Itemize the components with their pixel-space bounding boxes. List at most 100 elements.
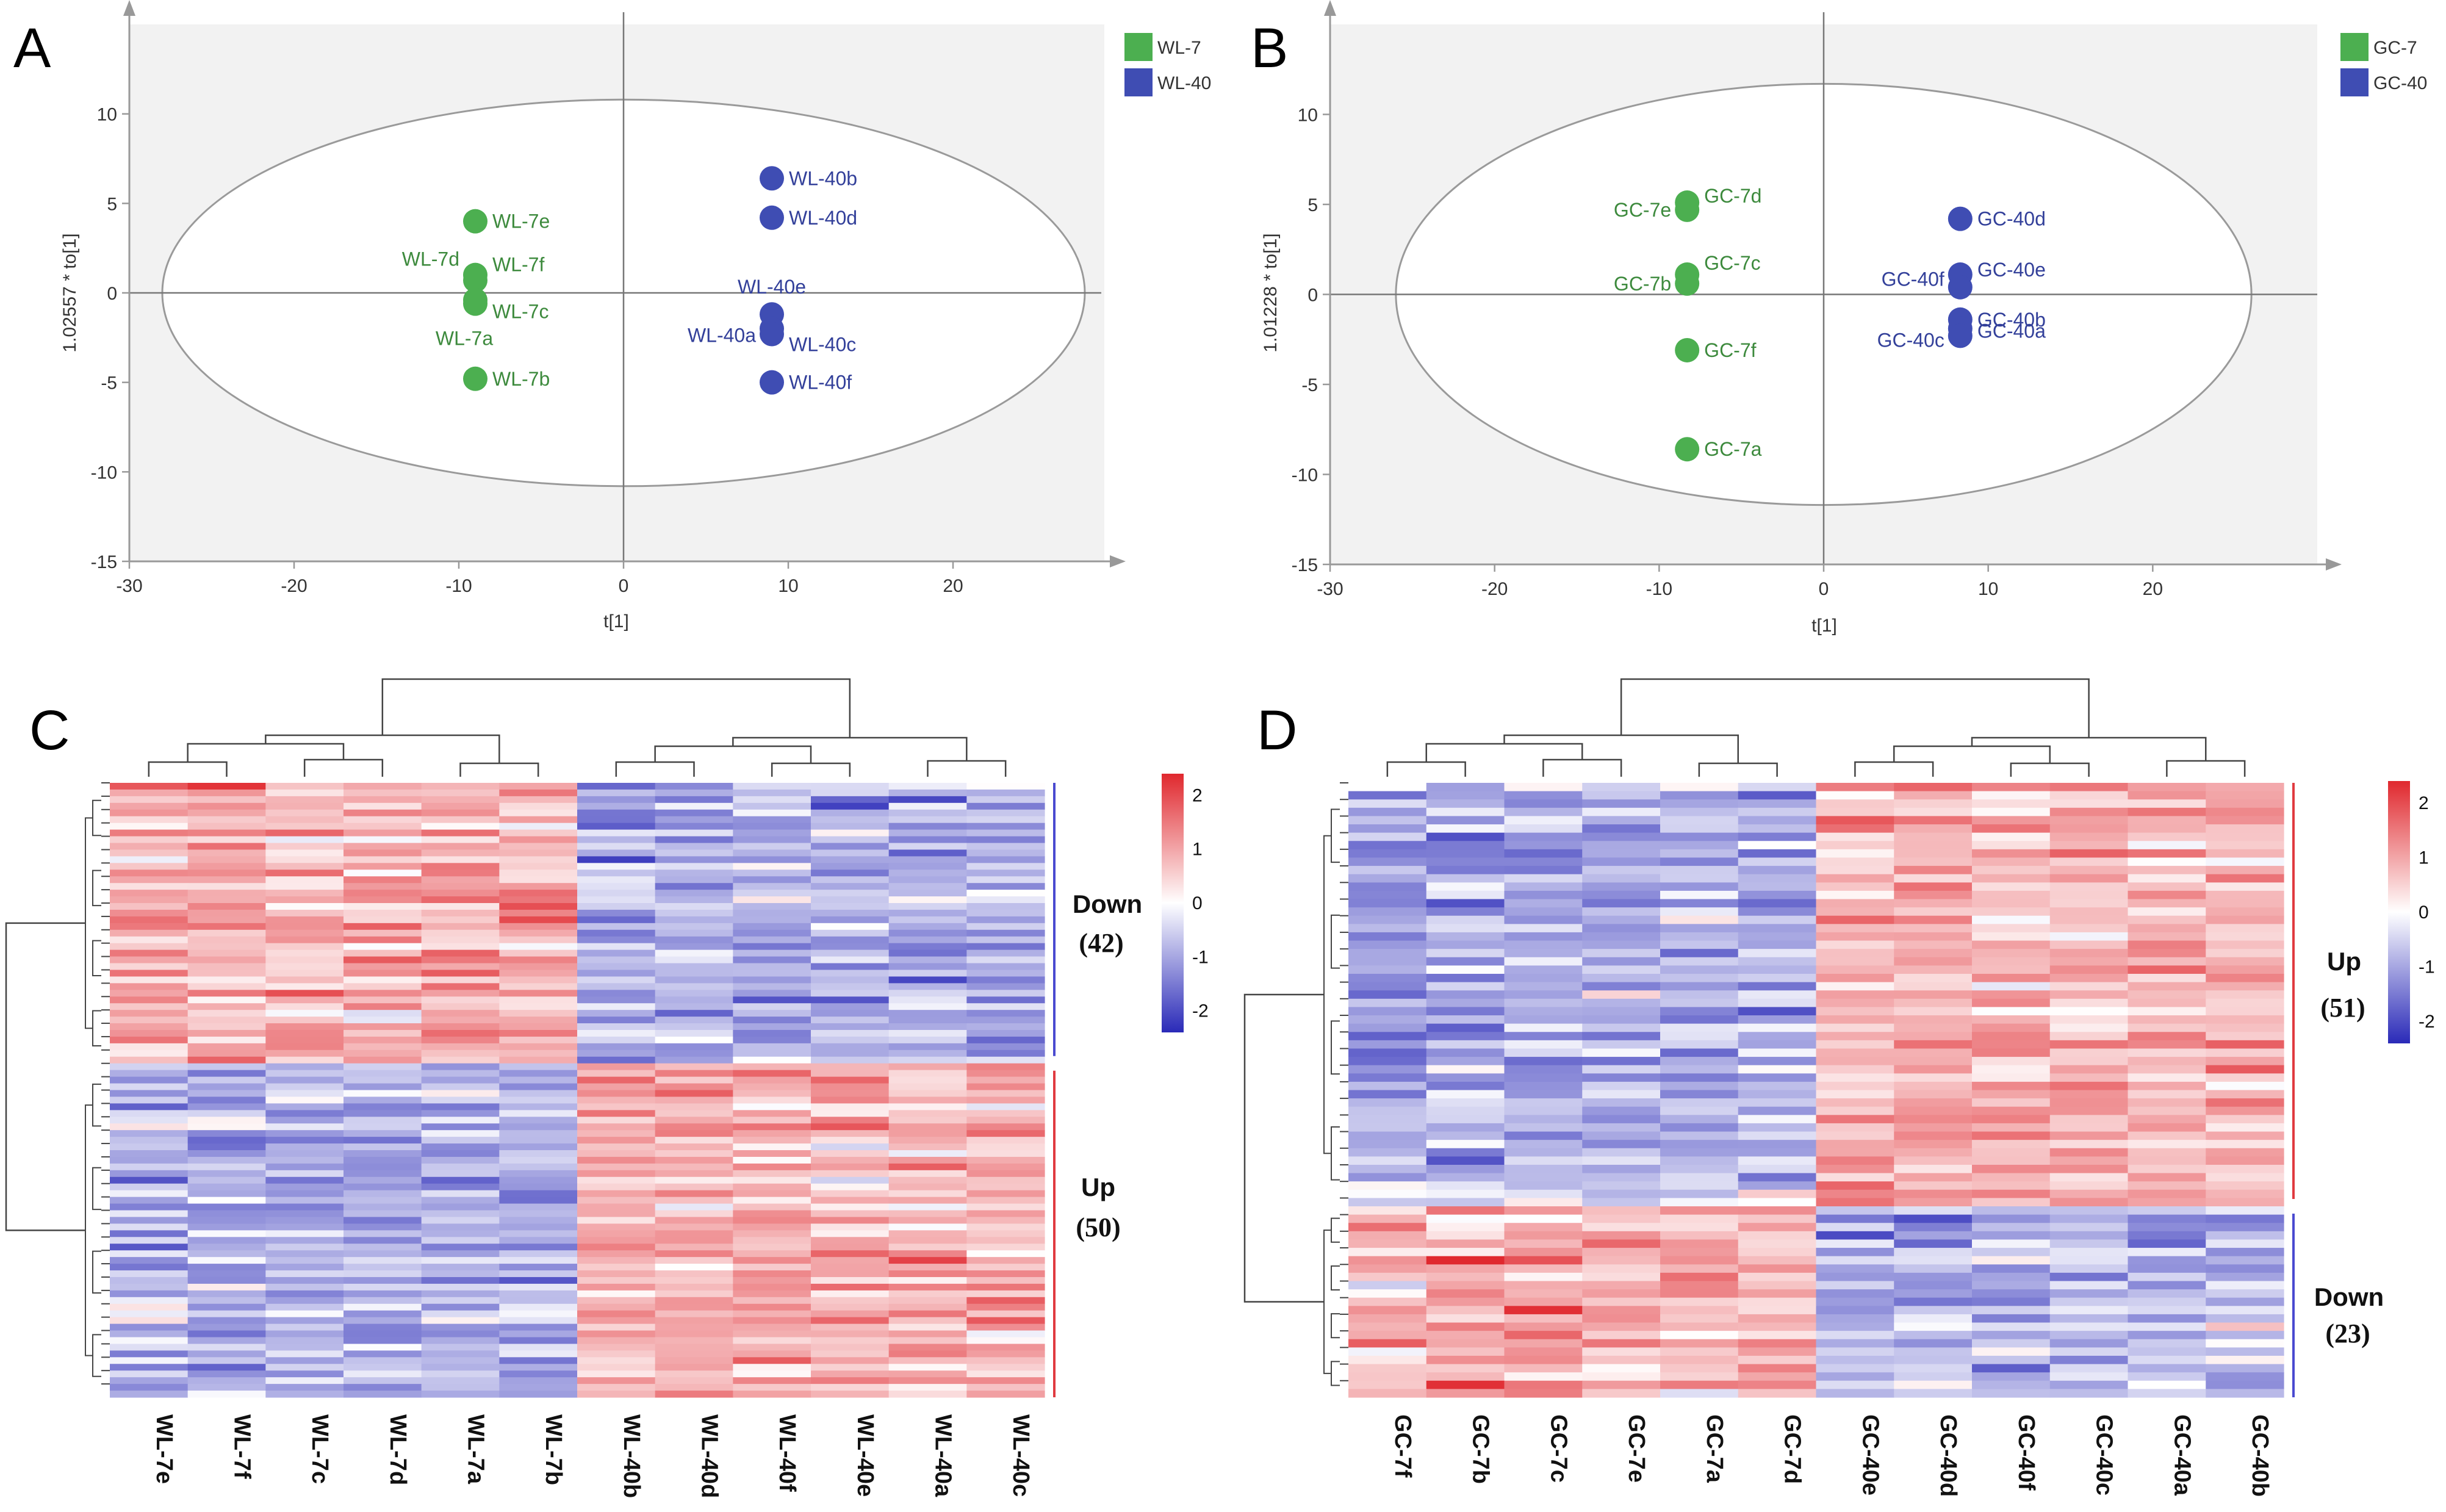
heatmap-cell xyxy=(344,1117,422,1124)
heatmap-cell xyxy=(733,1283,811,1291)
heatmap-cell xyxy=(577,1010,656,1017)
heatmap-cell xyxy=(187,1357,266,1364)
heatmap-cell xyxy=(421,1063,500,1071)
heatmap-cell xyxy=(966,970,1045,977)
heatmap-cell xyxy=(344,843,422,851)
heatmap-cell xyxy=(1582,1115,1661,1124)
heatmap-cell xyxy=(811,929,890,937)
heatmap-cell xyxy=(2128,874,2206,883)
heatmap-cell xyxy=(2128,1206,2206,1215)
heatmap-cell xyxy=(1426,1148,1505,1157)
heatmap-cell xyxy=(577,1223,656,1231)
heatmap-cell xyxy=(1816,841,1894,850)
heatmap-cell xyxy=(811,796,890,804)
heatmap-cell xyxy=(811,1303,890,1311)
heatmap-cell xyxy=(1582,949,1661,958)
heatmap-cell xyxy=(577,849,656,857)
heatmap-cell xyxy=(577,1237,656,1244)
heatmap-cell xyxy=(811,863,890,870)
heatmap-cell xyxy=(1348,866,1427,875)
dendrogram-branch xyxy=(1243,993,1324,1303)
heatmap-cell xyxy=(421,1310,500,1318)
heatmap-cell xyxy=(110,1270,189,1278)
heatmap-cell xyxy=(577,1337,656,1345)
point-label: GC-40e xyxy=(1977,259,2046,281)
heatmap-cell xyxy=(1816,1081,1894,1091)
heatmap-cell xyxy=(1972,1248,2051,1257)
heatmap-cell xyxy=(888,1317,967,1325)
heatmap-cell xyxy=(1738,940,1817,949)
heatmap-cell xyxy=(733,996,811,1004)
heatmap-cell xyxy=(421,1096,500,1104)
heatmap-cell xyxy=(1348,973,1427,983)
heatmap-cell xyxy=(499,1317,578,1325)
heatmap-cell xyxy=(1504,1339,1583,1348)
heatmap-cell xyxy=(187,829,266,837)
heatmap-cell xyxy=(888,1230,967,1237)
y-tick-label: 10 xyxy=(1298,106,1318,126)
heatmap-cell xyxy=(499,1049,578,1057)
heatmap-cell xyxy=(2206,990,2284,999)
heatmap-cell xyxy=(655,949,733,957)
heatmap-cell xyxy=(187,1043,266,1051)
heatmap-cell xyxy=(577,809,656,817)
dendrogram-branch xyxy=(92,1334,101,1377)
heatmap-cell xyxy=(110,916,189,924)
heatmap-cell xyxy=(811,909,890,917)
heatmap-cell xyxy=(577,876,656,884)
heatmap-cell xyxy=(499,823,578,830)
heatmap-cell xyxy=(421,963,500,971)
heatmap-cell xyxy=(811,1163,890,1171)
heatmap-cell xyxy=(1972,824,2051,833)
heatmap-cell xyxy=(1738,1306,1817,1315)
heatmap-cell xyxy=(733,1384,811,1391)
dendrogram-branch xyxy=(771,762,851,777)
heatmap-cell xyxy=(966,1150,1045,1157)
heatmap-cell xyxy=(1816,1289,1894,1298)
heatmap-cell xyxy=(1426,783,1505,792)
heatmap-cell xyxy=(499,963,578,971)
heatmap-cell xyxy=(1426,1090,1505,1099)
heatmap-cell xyxy=(1738,1281,1817,1290)
heatmap-cell xyxy=(110,1163,189,1171)
heatmap-cell xyxy=(1894,1073,1973,1082)
heatmap-cell xyxy=(966,943,1045,951)
heatmap-cell xyxy=(966,1276,1045,1284)
heatmap-cell xyxy=(2049,816,2129,825)
heatmap-cell xyxy=(1348,1355,1427,1365)
heatmap-cell xyxy=(577,1270,656,1278)
heatmap-cell xyxy=(2128,832,2206,841)
heatmap-cell xyxy=(888,1176,967,1184)
heatmap-cell xyxy=(1426,1272,1505,1282)
heatmap-cell xyxy=(966,1290,1045,1298)
heatmap-cell xyxy=(1660,1206,1739,1215)
heatmap-cell xyxy=(344,1183,422,1191)
heatmap-cell xyxy=(966,876,1045,884)
heatmap-cell xyxy=(811,956,890,964)
heatmap-cell xyxy=(733,1310,811,1318)
heatmap-cell xyxy=(1426,1032,1505,1041)
heatmap-cell xyxy=(1816,998,1894,1008)
heatmap-cell xyxy=(1972,1364,2051,1373)
heatmap-cell xyxy=(966,890,1045,897)
heatmap-cell xyxy=(1660,1306,1739,1315)
heatmap-cell xyxy=(2049,1032,2129,1041)
heatmap-cell xyxy=(1582,1015,1661,1024)
heatmap-cell xyxy=(187,1350,266,1358)
heatmap-cell xyxy=(655,809,733,817)
heatmap-cell xyxy=(1816,1272,1894,1282)
heatmap-cell xyxy=(344,1010,422,1017)
heatmap-cell xyxy=(110,1083,189,1091)
heatmap-cell xyxy=(811,1223,890,1231)
heatmap-cell xyxy=(2128,1090,2206,1099)
heatmap-cell xyxy=(811,1190,890,1198)
heatmap-cell xyxy=(421,909,500,917)
heatmap-cell xyxy=(421,1163,500,1171)
heatmap-cell xyxy=(1894,874,1973,883)
heatmap-cell xyxy=(499,1103,578,1111)
heatmap-cell xyxy=(2206,1339,2284,1348)
heatmap-cell xyxy=(1972,1057,2051,1066)
heatmap-cell xyxy=(811,1244,890,1251)
heatmap-cell xyxy=(655,1163,733,1171)
colorbar-tick-label: 1 xyxy=(2419,848,2429,868)
